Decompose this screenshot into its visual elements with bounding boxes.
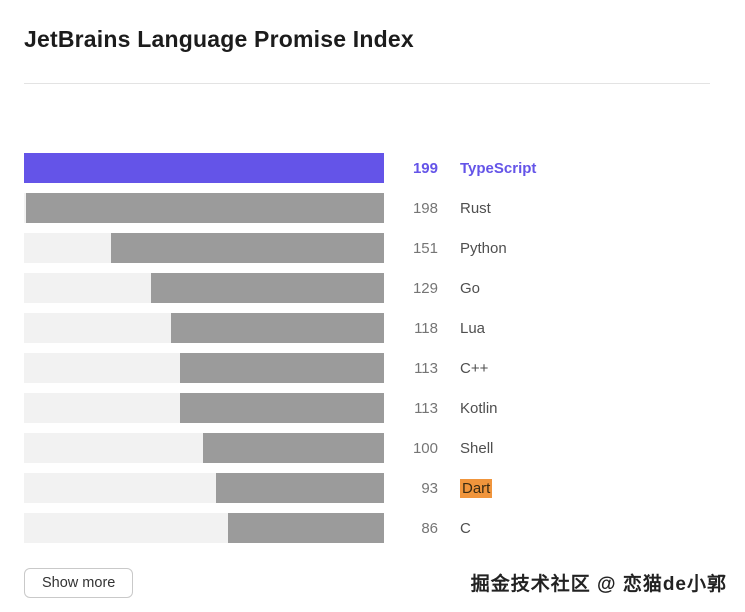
divider bbox=[24, 83, 710, 84]
bar-value: 93 bbox=[421, 479, 438, 497]
bar-value: 86 bbox=[421, 519, 438, 537]
label-text: Kotlin bbox=[460, 399, 498, 417]
label-text: C++ bbox=[460, 359, 489, 377]
label-text: Go bbox=[460, 279, 481, 297]
bar-track bbox=[24, 193, 384, 223]
bar-label: TypeScript bbox=[460, 160, 536, 177]
bar-row: 86 C bbox=[24, 513, 536, 543]
bar-label: C bbox=[460, 520, 471, 537]
label-text: Python bbox=[460, 239, 507, 257]
bar-track bbox=[24, 273, 384, 303]
bar-value: 100 bbox=[412, 439, 438, 457]
bar-typescript bbox=[24, 153, 384, 183]
bar-label: Go bbox=[460, 280, 480, 297]
bar-row: 113 Kotlin bbox=[24, 393, 536, 423]
bar-value: 118 bbox=[414, 319, 438, 337]
bar-row: 93 Dart bbox=[24, 473, 536, 503]
bar-value: 113 bbox=[414, 399, 438, 417]
bar-track bbox=[24, 473, 384, 503]
bar-row: 129 Go bbox=[24, 273, 536, 303]
bar-shell bbox=[203, 433, 384, 463]
label-text: Shell bbox=[460, 439, 494, 457]
bar-label: Dart bbox=[460, 478, 493, 498]
bar-track bbox=[24, 313, 384, 343]
bar-rust bbox=[25, 193, 384, 223]
bar-track bbox=[24, 513, 384, 543]
bar-python bbox=[110, 233, 384, 263]
label-text: TypeScript bbox=[460, 159, 537, 177]
bar-kotlin bbox=[179, 393, 384, 423]
bar-label: C++ bbox=[460, 360, 488, 377]
bar-label: Lua bbox=[460, 320, 485, 337]
bar-value: 113 bbox=[414, 359, 438, 377]
bar-row: 118 Lua bbox=[24, 313, 536, 343]
bar-row: 198 Rust bbox=[24, 193, 536, 223]
marked-label: Dart bbox=[460, 478, 493, 498]
bar-value: 198 bbox=[412, 199, 438, 217]
bar-label: Shell bbox=[460, 440, 493, 457]
bar-c- bbox=[179, 353, 384, 383]
bar-track bbox=[24, 353, 384, 383]
bar-label: Kotlin bbox=[460, 400, 498, 417]
bar-row: 199 TypeScript bbox=[24, 153, 536, 183]
bar-row: 100 Shell bbox=[24, 433, 536, 463]
bar-value: 199 bbox=[412, 159, 438, 177]
page-title: JetBrains Language Promise Index bbox=[24, 26, 414, 52]
label-text: Lua bbox=[460, 319, 486, 337]
bar-value: 151 bbox=[412, 239, 438, 257]
bar-row: 151 Python bbox=[24, 233, 536, 263]
watermark: 掘金技术社区 @ 恋猫de小郭 bbox=[470, 574, 727, 595]
bar-row: 113 C++ bbox=[24, 353, 536, 383]
bar-go bbox=[150, 273, 384, 303]
bar-c bbox=[228, 513, 384, 543]
label-text: C bbox=[460, 519, 471, 537]
bar-label: Python bbox=[460, 240, 507, 257]
bar-track bbox=[24, 233, 384, 263]
bar-dart bbox=[215, 473, 384, 503]
bar-track bbox=[24, 433, 384, 463]
bar-label: Rust bbox=[460, 200, 491, 217]
bar-track bbox=[24, 393, 384, 423]
bar-track bbox=[24, 153, 384, 183]
bar-chart: 199 TypeScript 198 Rust 151 Python 129 Go 118 Lua… bbox=[24, 153, 536, 553]
bar-lua bbox=[170, 313, 384, 343]
chart-card: JetBrains Language Promise Index 199 Type… bbox=[0, 0, 745, 598]
show-more-button[interactable]: Show more bbox=[24, 568, 134, 598]
label-text: Rust bbox=[460, 199, 491, 217]
bar-value: 129 bbox=[412, 279, 438, 297]
